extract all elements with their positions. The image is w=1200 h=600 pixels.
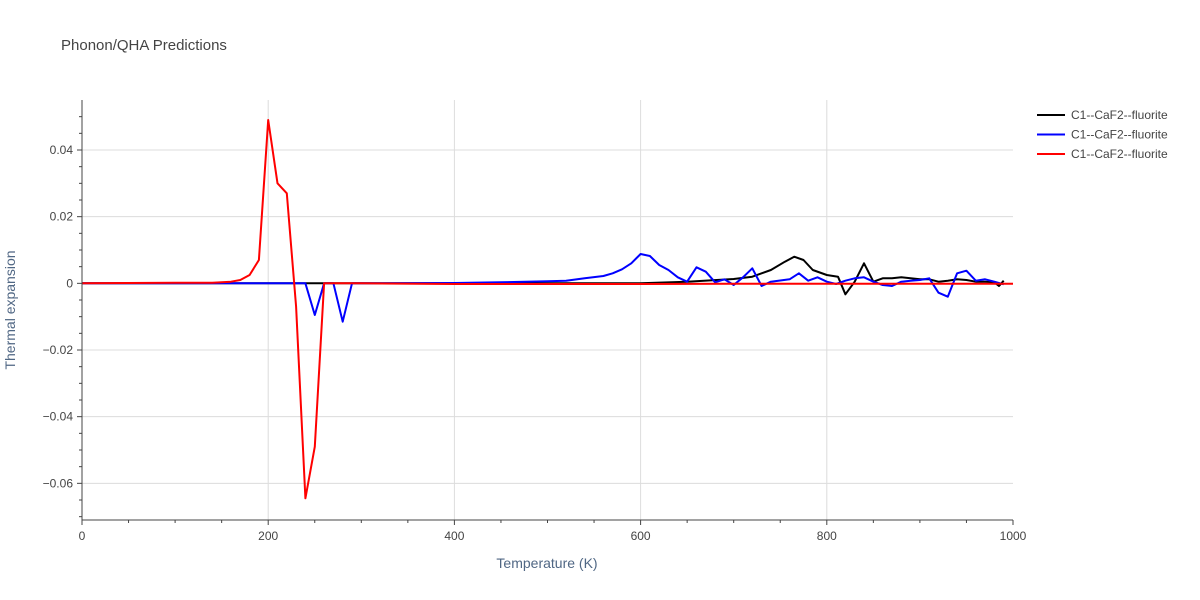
x-tick-label: 1000 [1000, 529, 1027, 543]
y-axis-title: Thermal expansion [2, 250, 18, 369]
legend-label-2[interactable]: C1--CaF2--fluorite [1071, 128, 1168, 142]
x-tick-label: 400 [444, 529, 464, 543]
y-tick-label: 0.02 [50, 210, 74, 224]
grid-lines [82, 100, 1013, 520]
series-line-1[interactable] [82, 255, 1005, 296]
x-tick-label: 600 [631, 529, 651, 543]
axes: 0 200 400 600 800 1000 0.04 0.02 0 −0.02 −0.04 −0.0… [43, 100, 1027, 543]
x-axis-title: Temperature (K) [496, 555, 597, 571]
y-tick-label: −0.02 [43, 343, 74, 357]
y-tick-label: 0 [66, 276, 73, 290]
legend-label-3[interactable]: C1--CaF2--fluorite [1071, 147, 1168, 161]
legend[interactable]: C1--CaF2--fluorite C1--CaF2--fluorite C1--… [1037, 108, 1168, 161]
y-tick-label: −0.06 [43, 476, 74, 490]
x-tick-label: 800 [817, 529, 837, 543]
series-line-3[interactable] [81, 119, 1013, 500]
x-tick-label: 200 [258, 529, 278, 543]
chart-title: Phonon/QHA Predictions [61, 37, 227, 54]
series-line-2[interactable] [82, 253, 1004, 323]
plot-area[interactable] [81, 119, 1013, 500]
x-tick-label: 0 [79, 529, 86, 543]
y-tick-label: 0.04 [50, 143, 74, 157]
y-tick-label: −0.04 [43, 410, 74, 424]
legend-label-1[interactable]: C1--CaF2--fluorite [1071, 108, 1168, 122]
